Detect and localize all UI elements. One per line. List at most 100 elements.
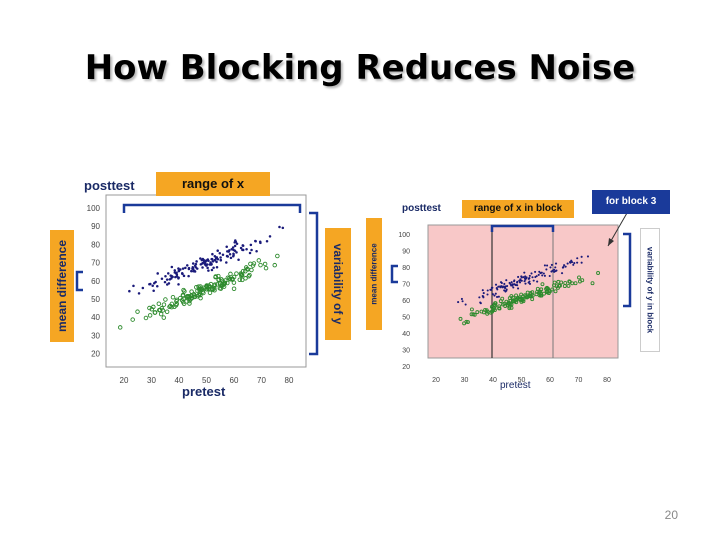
comparison-point	[169, 304, 174, 310]
y-tick-label: 90	[402, 249, 410, 256]
comparison-point	[243, 276, 248, 281]
program-point	[553, 268, 556, 271]
range-of-x-in-block-bracket	[490, 224, 555, 232]
comparison-point	[164, 309, 170, 314]
program-point	[241, 248, 245, 252]
program-point	[199, 257, 202, 260]
program-point	[570, 259, 573, 262]
comparison-point	[514, 293, 519, 298]
program-point	[141, 286, 145, 290]
program-point	[524, 275, 527, 278]
program-point	[516, 284, 519, 287]
program-point	[177, 276, 180, 279]
comparison-point	[567, 279, 572, 284]
program-point	[148, 283, 151, 286]
program-point	[249, 243, 253, 247]
program-point	[200, 258, 204, 262]
comparison-point	[147, 313, 153, 318]
comparison-point	[469, 307, 474, 312]
comparison-point	[199, 286, 205, 292]
program-point	[177, 267, 180, 270]
comparison-point	[545, 285, 549, 290]
program-point	[576, 261, 579, 264]
left-range-label: range of x	[156, 172, 270, 196]
comparison-point	[596, 271, 601, 275]
comparison-point	[508, 302, 513, 307]
program-point	[228, 252, 232, 256]
program-point	[170, 274, 174, 278]
comparison-point	[566, 283, 571, 288]
comparison-point	[528, 292, 533, 297]
program-point	[192, 269, 195, 273]
right-pretest-label: pretest	[500, 380, 531, 391]
comparison-point	[225, 275, 231, 280]
mean-difference-bracket	[75, 270, 83, 292]
program-point	[517, 287, 520, 290]
program-point	[218, 252, 222, 255]
program-point	[528, 282, 532, 285]
comparison-point	[198, 295, 203, 301]
program-point	[486, 293, 489, 296]
program-point	[151, 284, 154, 288]
program-point	[497, 285, 500, 288]
program-point	[527, 281, 530, 284]
program-point	[550, 263, 553, 266]
program-point	[132, 284, 135, 288]
comparison-point	[493, 301, 498, 306]
y-tick-label: 30	[91, 331, 100, 340]
program-point	[265, 239, 269, 243]
comparison-point	[258, 262, 263, 268]
comparison-point	[185, 294, 190, 300]
right-x-ticks: 20 30 40 50 60 70 80	[432, 377, 611, 384]
comparison-point	[489, 304, 494, 309]
comparison-point	[239, 273, 244, 278]
left-pretest-label: pretest	[182, 384, 226, 399]
left-y-ticks: 100 90 80 70 60 50 40 30 20	[87, 204, 101, 359]
comparison-point	[143, 315, 149, 321]
program-point	[187, 274, 190, 278]
comparison-point	[229, 276, 235, 282]
program-point	[219, 258, 223, 262]
program-point	[205, 259, 208, 262]
program-point	[216, 249, 219, 252]
program-point	[496, 295, 499, 299]
comparison-point	[535, 286, 540, 291]
y-tick-label: 50	[91, 295, 100, 304]
program-point	[513, 283, 516, 286]
comparison-point	[170, 295, 176, 300]
program-point	[482, 296, 485, 299]
comparison-point	[272, 262, 277, 268]
y-tick-label: 60	[91, 277, 100, 286]
program-point	[510, 284, 513, 287]
x-tick-label: 20	[432, 377, 440, 384]
program-point	[229, 256, 233, 260]
program-point	[179, 268, 182, 271]
program-point	[561, 266, 565, 269]
program-point	[520, 275, 523, 278]
comparison-point	[262, 261, 268, 267]
comparison-point	[196, 284, 201, 289]
comparison-point	[206, 286, 212, 292]
comparison-point	[503, 304, 508, 308]
program-point	[210, 262, 213, 266]
comparison-point	[218, 286, 224, 291]
comparison-point	[519, 292, 524, 297]
x-tick-label: 80	[285, 376, 294, 385]
left-variability-box: variability of y	[325, 228, 351, 340]
comparison-point	[161, 302, 167, 307]
program-point	[137, 292, 141, 295]
comparison-point	[221, 284, 227, 289]
program-point	[207, 259, 210, 263]
program-point	[503, 286, 506, 289]
block-callout: for block 3	[592, 190, 670, 214]
x-tick-label: 40	[489, 377, 497, 384]
left-mean-difference-box: mean difference	[50, 230, 74, 342]
comparison-point	[163, 297, 168, 302]
program-point	[464, 303, 467, 306]
program-point	[532, 279, 535, 282]
comparison-point	[187, 301, 192, 306]
comparison-point	[174, 301, 180, 307]
program-point	[182, 274, 186, 278]
comparison-point	[196, 286, 202, 292]
program-point	[201, 266, 204, 269]
